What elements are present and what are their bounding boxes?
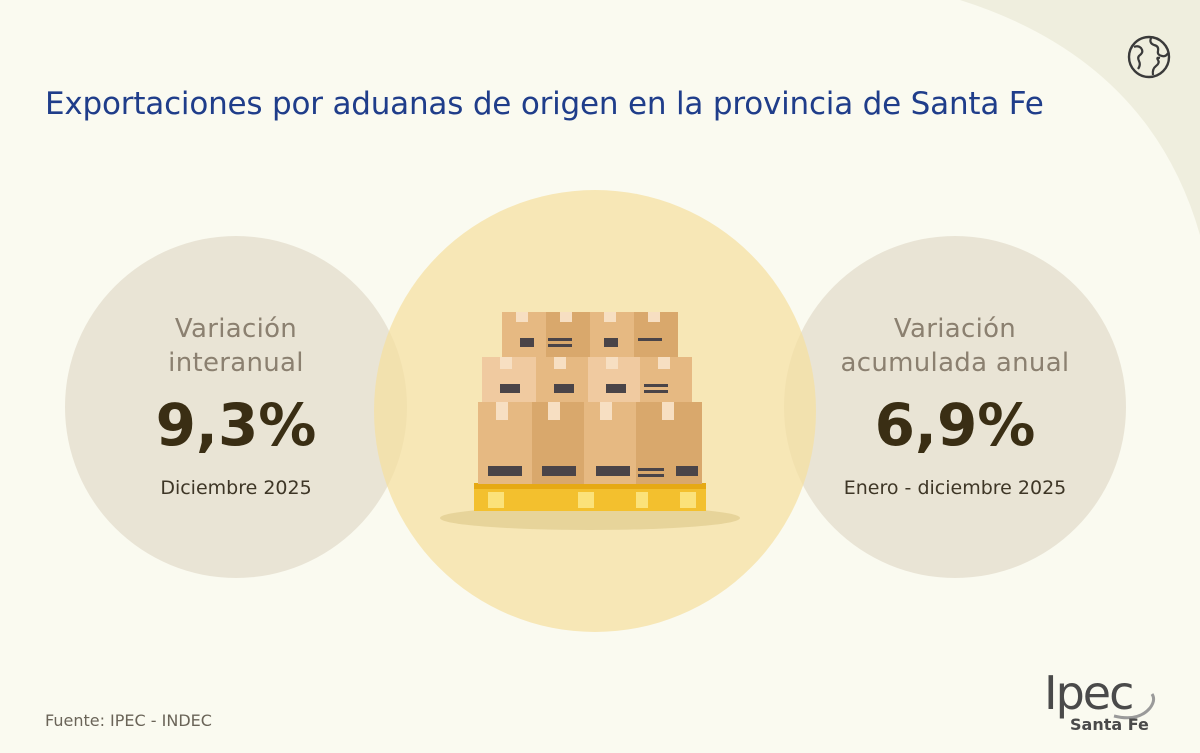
indicator-acumulada: Variación acumulada anual 6,9% Enero - d… <box>784 312 1126 500</box>
logo-subtitle: Santa Fe <box>1070 715 1149 734</box>
indicator-label-line2: acumulada anual <box>840 348 1070 378</box>
indicator-label-line1: Variación <box>174 314 298 344</box>
pallet-boxes-icon <box>440 312 740 530</box>
indicator-label-line1: Variación <box>893 314 1017 344</box>
indicator-label-line2: interanual <box>168 348 304 378</box>
indicator-label: Variación acumulada anual <box>784 312 1126 380</box>
indicator-period: Enero - diciembre 2025 <box>843 477 1067 499</box>
indicator-value: 6,9% <box>874 391 1036 459</box>
ipec-logo: Ipec Santa Fe <box>1040 666 1160 738</box>
indicator-value: 9,3% <box>155 391 317 459</box>
logo-swoosh-icon <box>1113 693 1156 720</box>
indicator-period: Diciembre 2025 <box>160 477 312 499</box>
indicator-interanual: Variación interanual 9,3% Diciembre 2025 <box>65 312 407 500</box>
globe-icon <box>1127 35 1171 79</box>
indicator-label: Variación interanual <box>65 312 407 380</box>
source-note: Fuente: IPEC - INDEC <box>45 711 212 730</box>
indicator-circle-interanual <box>65 236 407 578</box>
logo-wordmark: Ipec <box>1044 666 1134 720</box>
page-title: Exportaciones por aduanas de origen en l… <box>45 86 1044 122</box>
indicator-circle-acumulada <box>784 236 1126 578</box>
